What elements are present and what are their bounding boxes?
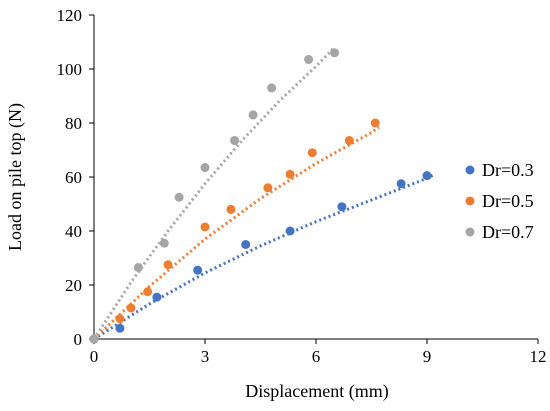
- data-point: [422, 171, 432, 181]
- data-point: [163, 260, 173, 270]
- y-tick-label: 80: [65, 114, 82, 133]
- data-point: [143, 287, 153, 297]
- y-tick-label: 120: [57, 6, 83, 25]
- data-points: [89, 48, 432, 344]
- data-point: [285, 169, 295, 179]
- data-point: [193, 265, 203, 275]
- y-tick-label: 60: [65, 168, 82, 187]
- x-tick-label: 3: [201, 347, 210, 366]
- x-axis-title: Displacement (mm): [245, 381, 388, 402]
- data-point: [304, 55, 314, 65]
- x-tick-label: 12: [530, 347, 547, 366]
- data-point: [396, 179, 406, 189]
- data-point: [89, 334, 99, 344]
- legend-label: Dr=0.7: [482, 222, 534, 242]
- data-point: [226, 204, 236, 214]
- data-point: [200, 222, 210, 232]
- data-point: [344, 136, 354, 146]
- data-point: [115, 323, 125, 333]
- legend-marker: [465, 227, 475, 237]
- data-point: [126, 303, 136, 313]
- data-point: [307, 148, 317, 158]
- data-point: [115, 314, 125, 324]
- data-point: [337, 202, 347, 212]
- data-point: [263, 183, 273, 193]
- legend: Dr=0.3 Dr=0.5 Dr=0.7: [465, 160, 534, 242]
- data-point: [330, 48, 339, 58]
- data-point: [200, 163, 210, 173]
- data-point: [230, 136, 240, 146]
- legend-label: Dr=0.3: [482, 160, 534, 180]
- data-point: [152, 292, 162, 302]
- trendline: [92, 46, 336, 340]
- data-point: [267, 83, 277, 93]
- data-point: [370, 118, 380, 128]
- data-point: [285, 226, 295, 236]
- data-point: [241, 240, 251, 249]
- y-axis-title: Load on pile top (N): [5, 103, 26, 251]
- data-point: [174, 192, 184, 202]
- y-tick-label: 40: [65, 222, 82, 241]
- legend-label: Dr=0.5: [482, 191, 534, 211]
- data-point: [159, 238, 169, 248]
- axes: [89, 14, 539, 344]
- x-tick-label: 0: [90, 347, 99, 366]
- x-tick-label: 6: [312, 347, 321, 366]
- legend-marker: [465, 165, 475, 175]
- legend-marker: [465, 196, 475, 206]
- y-tick-label: 100: [57, 60, 83, 79]
- y-tick-label: 0: [74, 330, 83, 349]
- x-tick-label: 9: [423, 347, 432, 366]
- data-point: [133, 262, 143, 272]
- y-tick-label: 20: [65, 276, 82, 295]
- data-point: [248, 110, 258, 120]
- trendline: [92, 125, 380, 341]
- trendline: [93, 172, 436, 341]
